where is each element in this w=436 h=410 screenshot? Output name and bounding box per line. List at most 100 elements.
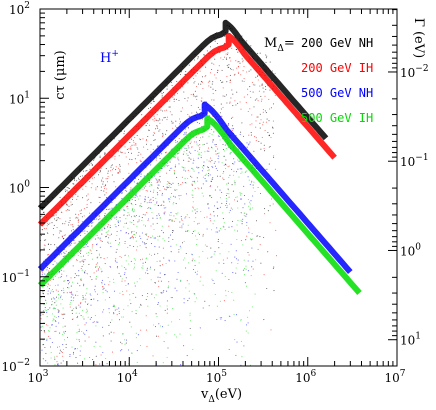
- scatter-point: [161, 92, 163, 95]
- scatter-point: [123, 130, 126, 132]
- scatter-point: [248, 134, 250, 136]
- scatter-point: [45, 360, 47, 362]
- scatter-point: [172, 96, 174, 98]
- scatter-point: [168, 186, 170, 189]
- scatter-point: [129, 189, 131, 191]
- scatter-point: [230, 117, 233, 119]
- scatter-point: [105, 357, 107, 360]
- scatter-point: [45, 299, 47, 301]
- scatter-point: [131, 144, 133, 146]
- scatter-point: [183, 302, 185, 304]
- scatter-point: [180, 280, 182, 282]
- scatter-point: [153, 115, 155, 117]
- scatter-point: [170, 251, 172, 253]
- scatter-point: [181, 242, 184, 244]
- scatter-point: [193, 221, 195, 223]
- scatter-point: [233, 180, 235, 182]
- scatter-point: [154, 246, 156, 248]
- scatter-point: [213, 131, 215, 133]
- scatter-point: [192, 194, 194, 196]
- scatter-point: [228, 203, 231, 205]
- scatter-point: [108, 324, 110, 326]
- scatter-point: [172, 127, 174, 129]
- scatter-point: [257, 79, 259, 81]
- scatter-point: [262, 111, 264, 113]
- scatter-point: [72, 351, 75, 353]
- scatter-point: [218, 161, 220, 163]
- scatter-point: [81, 330, 83, 333]
- scatter-point: [54, 284, 56, 286]
- scatter-point: [60, 295, 62, 297]
- scatter-point: [245, 102, 247, 104]
- scatter-point: [102, 351, 104, 354]
- scatter-point: [138, 151, 140, 153]
- scatter-point: [193, 160, 195, 162]
- scatter-point: [104, 152, 106, 154]
- scatter-point: [128, 214, 130, 216]
- scatter-point: [66, 204, 68, 206]
- scatter-point: [251, 180, 253, 182]
- scatter-point: [100, 257, 102, 259]
- scatter-point: [159, 181, 161, 183]
- scatter-point: [155, 128, 157, 130]
- scatter-point: [139, 195, 141, 197]
- scatter-point: [169, 161, 171, 163]
- scatter-point: [156, 315, 158, 318]
- scatter-point: [168, 164, 170, 166]
- scatter-point: [99, 266, 101, 268]
- series-bands: [37, 19, 362, 295]
- scatter-point: [78, 312, 80, 314]
- scatter-point: [122, 333, 124, 335]
- scatter-point: [249, 183, 251, 185]
- scatter-point: [214, 251, 216, 253]
- scatter-point: [127, 349, 130, 351]
- scatter-point: [87, 254, 89, 257]
- scatter-point: [192, 201, 194, 203]
- scatter-point: [172, 238, 174, 241]
- scatter-point: [46, 338, 48, 340]
- scatter-point: [199, 137, 202, 139]
- scatter-point: [175, 218, 177, 220]
- scatter-point: [86, 252, 88, 254]
- scatter-point: [214, 40, 216, 42]
- scatter-point: [130, 148, 132, 150]
- scatter-point: [75, 307, 77, 310]
- scatter-point: [77, 195, 79, 197]
- scatter-point: [176, 176, 178, 178]
- scatter-point: [181, 107, 184, 109]
- scatter-point: [222, 143, 224, 145]
- scatter-point: [158, 286, 160, 288]
- scatter-point: [110, 246, 112, 248]
- scatter-point: [124, 222, 126, 224]
- scatter-point: [199, 108, 201, 110]
- scatter-point: [254, 190, 256, 193]
- scatter-point: [226, 53, 229, 56]
- scatter-point: [152, 196, 154, 198]
- scatter-point: [70, 204, 72, 206]
- scatter-point: [243, 185, 245, 187]
- scatter-point: [83, 283, 85, 285]
- scatter-point: [56, 219, 58, 221]
- scatter-point: [109, 227, 111, 229]
- scatter-point: [110, 218, 113, 221]
- scatter-point: [247, 94, 249, 96]
- scatter-point: [121, 343, 123, 345]
- scatter-point: [245, 171, 247, 173]
- scatter-point: [188, 115, 190, 117]
- scatter-point: [60, 211, 62, 213]
- scatter-point: [263, 208, 266, 210]
- scatter-point: [85, 246, 87, 248]
- scatter-point: [89, 356, 91, 359]
- scatter-point: [138, 219, 140, 221]
- scatter-point: [265, 61, 267, 63]
- legend-header-sub: Δ: [277, 44, 284, 54]
- scatter-point: [251, 123, 253, 125]
- scatter-point: [210, 220, 212, 222]
- scatter-point: [237, 207, 239, 209]
- scatter-point: [191, 253, 193, 255]
- scatter-point: [86, 308, 88, 310]
- scatter-point: [240, 108, 242, 110]
- scatter-point: [60, 296, 62, 298]
- scatter-point: [207, 203, 209, 205]
- scatter-point: [137, 148, 139, 150]
